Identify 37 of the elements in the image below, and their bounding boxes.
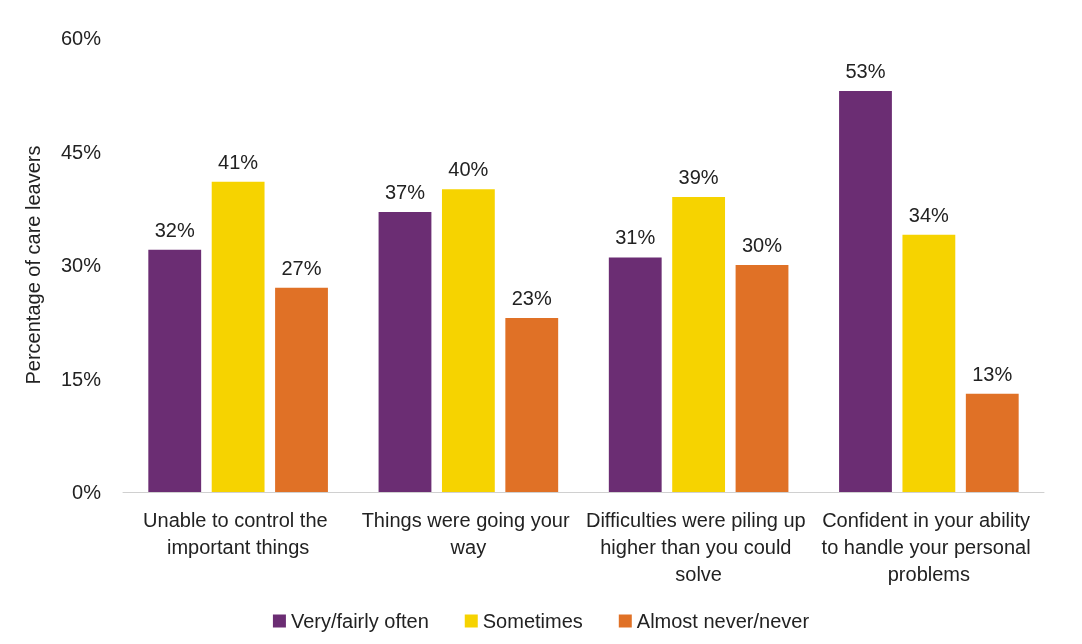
data-label: 31% [615, 226, 656, 249]
bar [211, 181, 265, 492]
data-label: 37% [384, 181, 426, 204]
bar [902, 234, 956, 492]
bar [735, 265, 789, 492]
data-label: 53% [845, 59, 886, 82]
legend-label: Sometimes [482, 610, 583, 632]
data-label: 41% [218, 150, 259, 173]
y-tick-label: 0% [72, 481, 102, 503]
y-tick-label: 60% [60, 27, 102, 49]
data-label: 30% [742, 234, 783, 256]
bar [148, 249, 202, 492]
x-tick-label: Things were going your way [361, 508, 576, 558]
bar [441, 189, 495, 492]
data-label: 40% [448, 158, 489, 181]
data-label: 39% [678, 165, 719, 188]
data-label: 34% [908, 203, 950, 226]
data-label: 13% [972, 362, 1013, 385]
x-tick-label: Difficulties were piling up higher than you could solve [585, 508, 812, 585]
data-label: 27% [281, 256, 322, 279]
data-label: 23% [511, 286, 552, 309]
x-tick-label: Unable to control the important things [143, 508, 334, 558]
bar [505, 317, 559, 492]
x-tick-label: Confident in your ability to handle your personal problems [821, 508, 1037, 585]
y-axis-title: Percentage of care leavers [22, 145, 44, 385]
bar [965, 393, 1019, 492]
bar [608, 257, 662, 492]
y-tick-label: 15% [60, 367, 102, 390]
data-label: 32% [154, 218, 195, 241]
legend-label: Almost never/never [636, 610, 810, 632]
bar [378, 212, 432, 492]
bar [672, 196, 726, 492]
bar [839, 90, 892, 492]
y-tick-label: 30% [60, 254, 102, 276]
bar [275, 287, 328, 492]
legend-label: Very/fairly often [290, 610, 429, 632]
y-tick-label: 45% [60, 140, 102, 163]
